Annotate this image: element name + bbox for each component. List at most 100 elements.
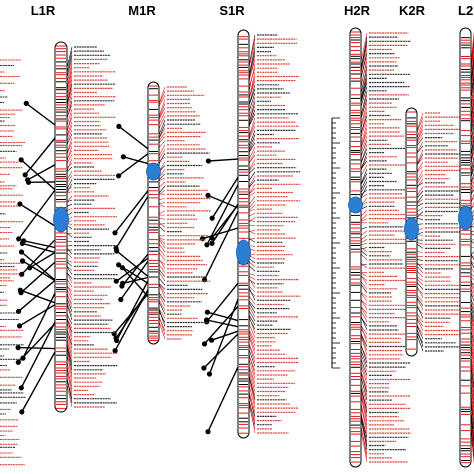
connector-line [207, 311, 239, 322]
marker-link-line [248, 336, 256, 355]
marker-link-line [248, 310, 256, 322]
marker-link-line [66, 170, 73, 180]
marker-link-line [66, 240, 73, 242]
marker-link-line [360, 177, 368, 190]
connector-line [207, 366, 239, 432]
connector-line [20, 321, 56, 389]
marker-link-line [360, 247, 368, 252]
connector-dot [206, 371, 213, 377]
marker-link-line [248, 39, 256, 66]
marker-link-line [158, 277, 166, 286]
marker-link-line [416, 264, 424, 266]
connector-dot [199, 236, 206, 242]
marker-link-line [360, 253, 368, 261]
marker-link-line [248, 59, 256, 81]
marker-link-line [158, 258, 166, 269]
connector-line [123, 156, 149, 165]
connector-dot [209, 240, 215, 246]
marker-link-line [66, 317, 73, 337]
marker-link-line [248, 401, 256, 434]
marker-link-line [360, 115, 368, 134]
marker-link-line [158, 264, 166, 274]
marker-link-line [360, 250, 368, 257]
marker-link-line [416, 203, 424, 207]
centromere [348, 196, 363, 214]
marker-link-line [66, 104, 73, 119]
connector-dot [16, 308, 22, 314]
marker-link-line [66, 248, 73, 255]
marker-link-line [416, 282, 424, 290]
marker-link-line [248, 121, 256, 139]
marker-link-line [248, 329, 256, 342]
marker-link-line [360, 306, 368, 314]
marker-link-line [360, 275, 368, 285]
marker-link-line [416, 149, 424, 165]
connector-line [25, 102, 56, 126]
marker-link-line [66, 71, 73, 95]
chromosome-label-H2R: H2R [344, 3, 371, 18]
marker-link-line [360, 230, 368, 236]
marker-link-line [248, 399, 256, 425]
marker-link-line [248, 372, 256, 392]
marker-link-line [360, 243, 368, 246]
connector-dot [116, 262, 122, 268]
connector-dot [204, 309, 210, 315]
marker-link-line [360, 152, 368, 170]
marker-link-line [66, 354, 73, 379]
marker-link-line [416, 288, 424, 294]
chromosome-label-K2R: K2R [399, 3, 426, 18]
connector-dot [112, 230, 118, 236]
connector-dot [209, 215, 215, 221]
marker-link-line [416, 116, 424, 133]
marker-link-line [66, 191, 73, 193]
marker-link-line [360, 325, 368, 343]
marker-link-line [360, 425, 368, 458]
marker-link-line [158, 148, 166, 160]
marker-link-line [248, 138, 256, 153]
connector-dot [119, 283, 125, 289]
marker-link-line [66, 245, 73, 247]
marker-link-line [416, 294, 424, 303]
marker-link-line [360, 140, 368, 157]
marker-link-line [360, 344, 368, 364]
marker-link-line [360, 86, 368, 108]
marker-link-line [66, 150, 73, 160]
connector-line [27, 164, 56, 181]
connector-line [18, 189, 56, 240]
marker-link-line [66, 344, 73, 366]
marker-link-line [360, 292, 368, 298]
connector-dot [201, 365, 207, 371]
connector-line [206, 184, 239, 246]
marker-link-line [360, 281, 368, 289]
marker-link-line [66, 67, 73, 92]
connector-line [29, 251, 56, 269]
marker-link-line [248, 238, 256, 243]
marker-link-line [360, 32, 368, 62]
connector-line [121, 253, 149, 287]
marker-link-line [360, 293, 368, 302]
marker-link-line [248, 384, 256, 409]
connector-dot [116, 123, 122, 129]
marker-link-line [66, 370, 73, 395]
marker-link-line [248, 323, 256, 338]
marker-link-line [416, 121, 424, 139]
marker-link-line [158, 283, 166, 294]
marker-link-line [158, 119, 166, 136]
marker-link-line [66, 84, 73, 105]
marker-link-line [360, 395, 368, 425]
connector-dot [111, 331, 117, 337]
marker-link-line [360, 45, 368, 74]
marker-link-line [416, 190, 424, 199]
marker-link-line [416, 324, 424, 335]
marker-link-line [360, 148, 368, 163]
connector-dot [209, 337, 215, 343]
marker-link-line [66, 51, 73, 73]
connector-line [122, 276, 149, 285]
marker-link-line [360, 103, 368, 126]
marker-link-line [360, 333, 368, 347]
connector-line [20, 289, 56, 304]
marker-link-line [66, 96, 73, 114]
connector-line [115, 257, 149, 282]
marker-link-line [416, 278, 424, 286]
